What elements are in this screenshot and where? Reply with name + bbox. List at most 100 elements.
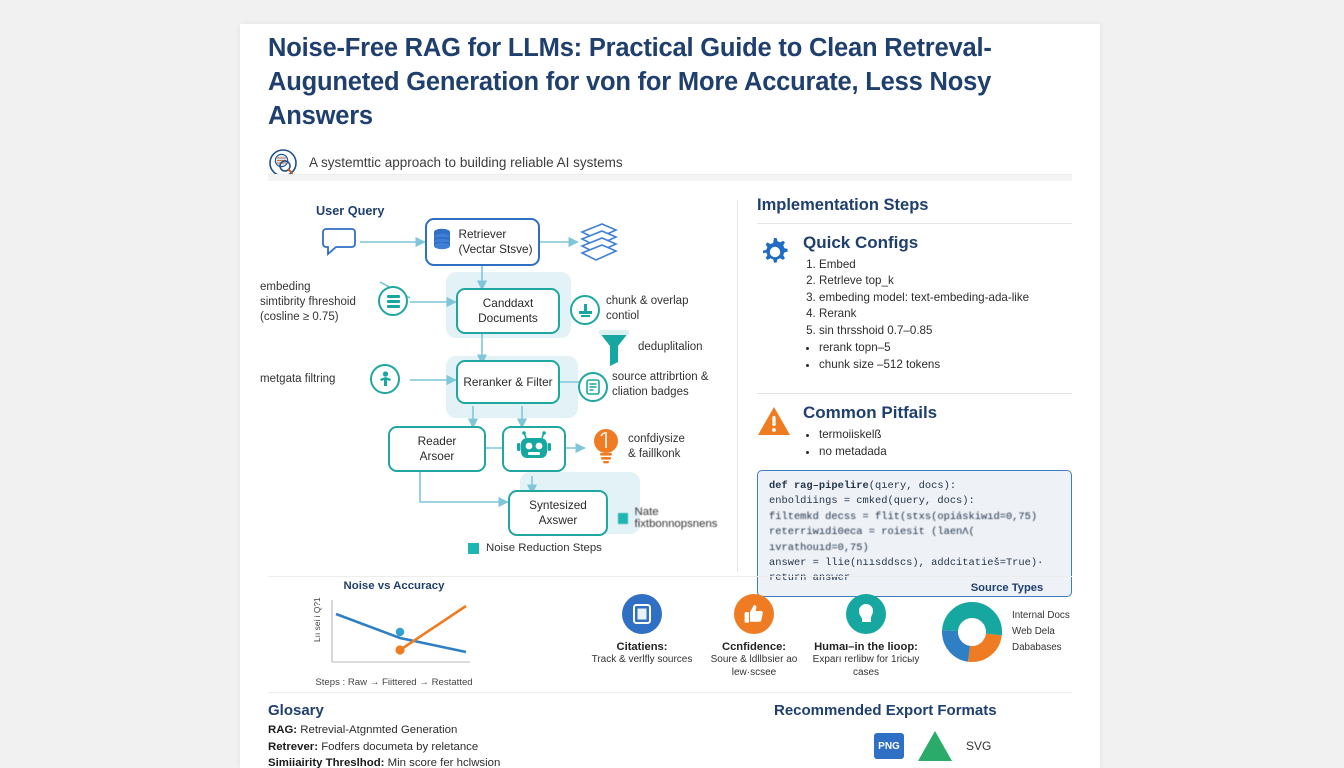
title-line-2-bold: Auguneted Generation: [268, 67, 539, 96]
annotation-noise-components: Nate fixtbonnopsnens: [618, 506, 730, 530]
code-line: answer = llie(nıısddscs), addcitatieš=Tr…: [769, 557, 1044, 570]
node-candidate-line1: Canddaxt: [482, 296, 534, 311]
annotation-source-attribution: source attribrtion & cliation badges: [612, 371, 709, 399]
annotation-confidence-fallback: confdiysize & faillkonk: [628, 433, 685, 461]
glossary-block: Glosary RAG: Retrevial-Atgnmted Generati…: [268, 702, 500, 768]
node-retriever-line1: Retriever: [458, 227, 507, 242]
feature-citations: Citatiens: Track & verlfly sources: [588, 594, 696, 679]
node-synth-line1: Syntesized: [529, 498, 587, 513]
database-icon: [432, 228, 452, 256]
node-candidate-documents[interactable]: Canddaxt Documents: [456, 288, 560, 334]
title-line-2-rest: for von for More Accurate, Less Nosy Ans…: [268, 67, 992, 130]
feature-desc: Soure & ldllbsier ao lew·scsee: [710, 654, 798, 678]
node-reranker-label: Reranker & Filter: [463, 374, 553, 389]
png-format-chip[interactable]: PNG: [874, 733, 904, 759]
glossary-heading: Glosary: [268, 702, 324, 719]
glossary-term: RAG:: [268, 724, 298, 736]
quick-configs-body: Quick Configs Embed Retrleve top_k embed…: [803, 233, 1072, 373]
glossary-item: Retrever: Fodfers documeta by reletance: [268, 739, 500, 756]
panel-rule-1: [757, 223, 1072, 224]
embedding-icon: [378, 286, 408, 316]
legend-swatch: [468, 542, 479, 554]
glossary-term: Retrever:: [268, 740, 319, 753]
node-llm-robot[interactable]: [502, 426, 566, 472]
donut-chart: [942, 602, 1002, 662]
page-title: Noise-Free RAG for LLMs: Practical Guide…: [268, 32, 1074, 134]
quick-configs-heading: Quick Configs: [803, 233, 919, 252]
brain-magnifier-icon: [268, 148, 298, 178]
feature-human-in-the-loop: Humaı–in the lioop: Exparı rerlibw for 1…: [812, 594, 920, 679]
teal-swatch: [618, 512, 628, 524]
list-item: no metadada: [819, 444, 1072, 460]
implementation-panel: Implementation Steps Quick Configs Embed…: [757, 196, 1072, 597]
export-heading: Recommended Export Formats: [774, 702, 997, 719]
code-line: reterriwıdi0eca = roiesit (laenΛ( ıvrath…: [769, 526, 975, 554]
glossary-term: Simiiairity Threslhod:: [268, 757, 385, 768]
common-pitfalls-body: Common Pitfails termoiiskelß no metadada: [803, 403, 1072, 460]
head-icon: [846, 594, 886, 634]
title-line-1: Noise-Free RAG for LLMs: Practical Guide…: [268, 34, 992, 62]
person-icon: [370, 364, 400, 394]
annotation-chunk-overlap: chunk & overlap contiol: [606, 295, 689, 323]
feature-desc: Exparı rerlibw for 1riсыy cases: [812, 654, 920, 678]
document-icon: [622, 594, 662, 634]
legend-item: Dababases: [1012, 641, 1062, 653]
feature-confidence: Ccnfidence: Soure & ldllbsier ao lew·scs…: [700, 594, 808, 679]
quick-configs-section: Quick Configs Embed Retrleve top_k embed…: [757, 233, 1072, 373]
glossary-def: Retrevial-Atgnmted Generation: [297, 724, 458, 736]
annotation-noise-components-text: Nate fixtbonnopsnens: [634, 506, 718, 530]
implementation-steps-title: Implementation Steps: [757, 196, 929, 214]
mid-divider: [268, 576, 1072, 577]
list-item: termoiiskelß: [819, 427, 1072, 443]
warning-triangle-icon: [757, 403, 793, 460]
thumbs-up-icon: [734, 594, 774, 634]
rag-pipeline-diagram: User Query: [260, 194, 730, 574]
legend-item: Web Dela: [1012, 626, 1055, 638]
common-pitfalls-section: Common Pitfails termoiiskelß no metadada: [757, 403, 1072, 460]
code-snippet-block[interactable]: def rag–pipelire(qıery, docs): enboldiin…: [757, 470, 1072, 597]
legend-item: Internal Docs: [1012, 610, 1070, 622]
feature-row: Citatiens: Track & verlfly sources Ccnfi…: [588, 594, 920, 679]
node-synthesized-answer[interactable]: Syntesized Axswer: [508, 490, 608, 536]
diagram-legend: Noise Reduction Steps: [468, 542, 602, 554]
column-divider: [737, 200, 738, 572]
donut-title: Source Types: [970, 582, 1044, 594]
donut-legend: Internal Docs Web Dela Dababases: [1012, 608, 1070, 655]
gear-icon: [757, 233, 793, 373]
common-pitfalls-bullets: termoiiskelß no metadada: [819, 427, 1072, 460]
feature-title: Humaı–in the lioop:: [814, 641, 918, 653]
glossary-item: RAG: Retrevial-Atgnmted Generation: [268, 722, 500, 739]
code-line: def rag–pipelire(qıery, docs):: [769, 479, 1060, 494]
header-divider: [268, 174, 1072, 181]
annotation-dedup: deduplitalion: [638, 341, 703, 353]
subtitle-row: A systemttic approach to building reliab…: [268, 148, 1074, 178]
glossary-def: Min score fer hclwsion: [384, 757, 501, 768]
infographic-card: Noise-Free RAG for LLMs: Practical Guide…: [240, 24, 1100, 768]
source-types-donut: Source Types Internal Docs Web Dela Daba…: [940, 582, 1074, 664]
node-reader-answer[interactable]: Reader Arsoer: [388, 426, 486, 472]
node-reader-line1: Reader: [417, 434, 457, 449]
footer: Glosary RAG: Retrevial-Atgnmted Generati…: [268, 702, 1074, 768]
node-retriever[interactable]: Retriever (Vectar Stsve): [425, 218, 540, 266]
annotation-embedding-threshold-text: embeding simtibrity fhreshoid (cosline ≥…: [260, 281, 356, 324]
code-line: filtemkd decss = flit(stxs(opiáskiwıd=0,…: [769, 510, 1038, 523]
footer-divider: [268, 692, 1072, 693]
quick-configs-bullets: rerank topn–5 chunk size –512 tokens: [819, 340, 1072, 373]
node-reranker-filter[interactable]: Reranker & Filter: [456, 360, 560, 404]
user-query-label: User Query: [316, 204, 385, 218]
feature-title: Citatiens:: [616, 641, 668, 653]
legend-label: Noise Reduction Steps: [486, 542, 602, 554]
chart-title: Noise vs Accuracy: [343, 580, 445, 592]
glossary-def: Fodfers documeta by reletance: [318, 740, 479, 753]
list-item: embeding model: text-embeding-ada-like: [819, 290, 1072, 306]
noise-vs-accuracy-chart: Noise vs Accuracy Lıı sеі і Q?1 Steps : …: [312, 580, 474, 688]
panel-rule-2: [757, 393, 1072, 395]
robot-icon: [517, 431, 551, 467]
chart-xlabel: Steps : Raw → Fiittered → Restatted: [315, 677, 473, 688]
chunk-icon: [570, 295, 600, 325]
bottom-strip: Noise vs Accuracy Lıı sеі і Q?1 Steps : …: [268, 580, 1074, 690]
node-retriever-line2: (Vectar Stsve): [458, 242, 533, 256]
code-line: return answer: [769, 572, 851, 585]
node-reader-line2: Arsoer: [419, 449, 455, 463]
